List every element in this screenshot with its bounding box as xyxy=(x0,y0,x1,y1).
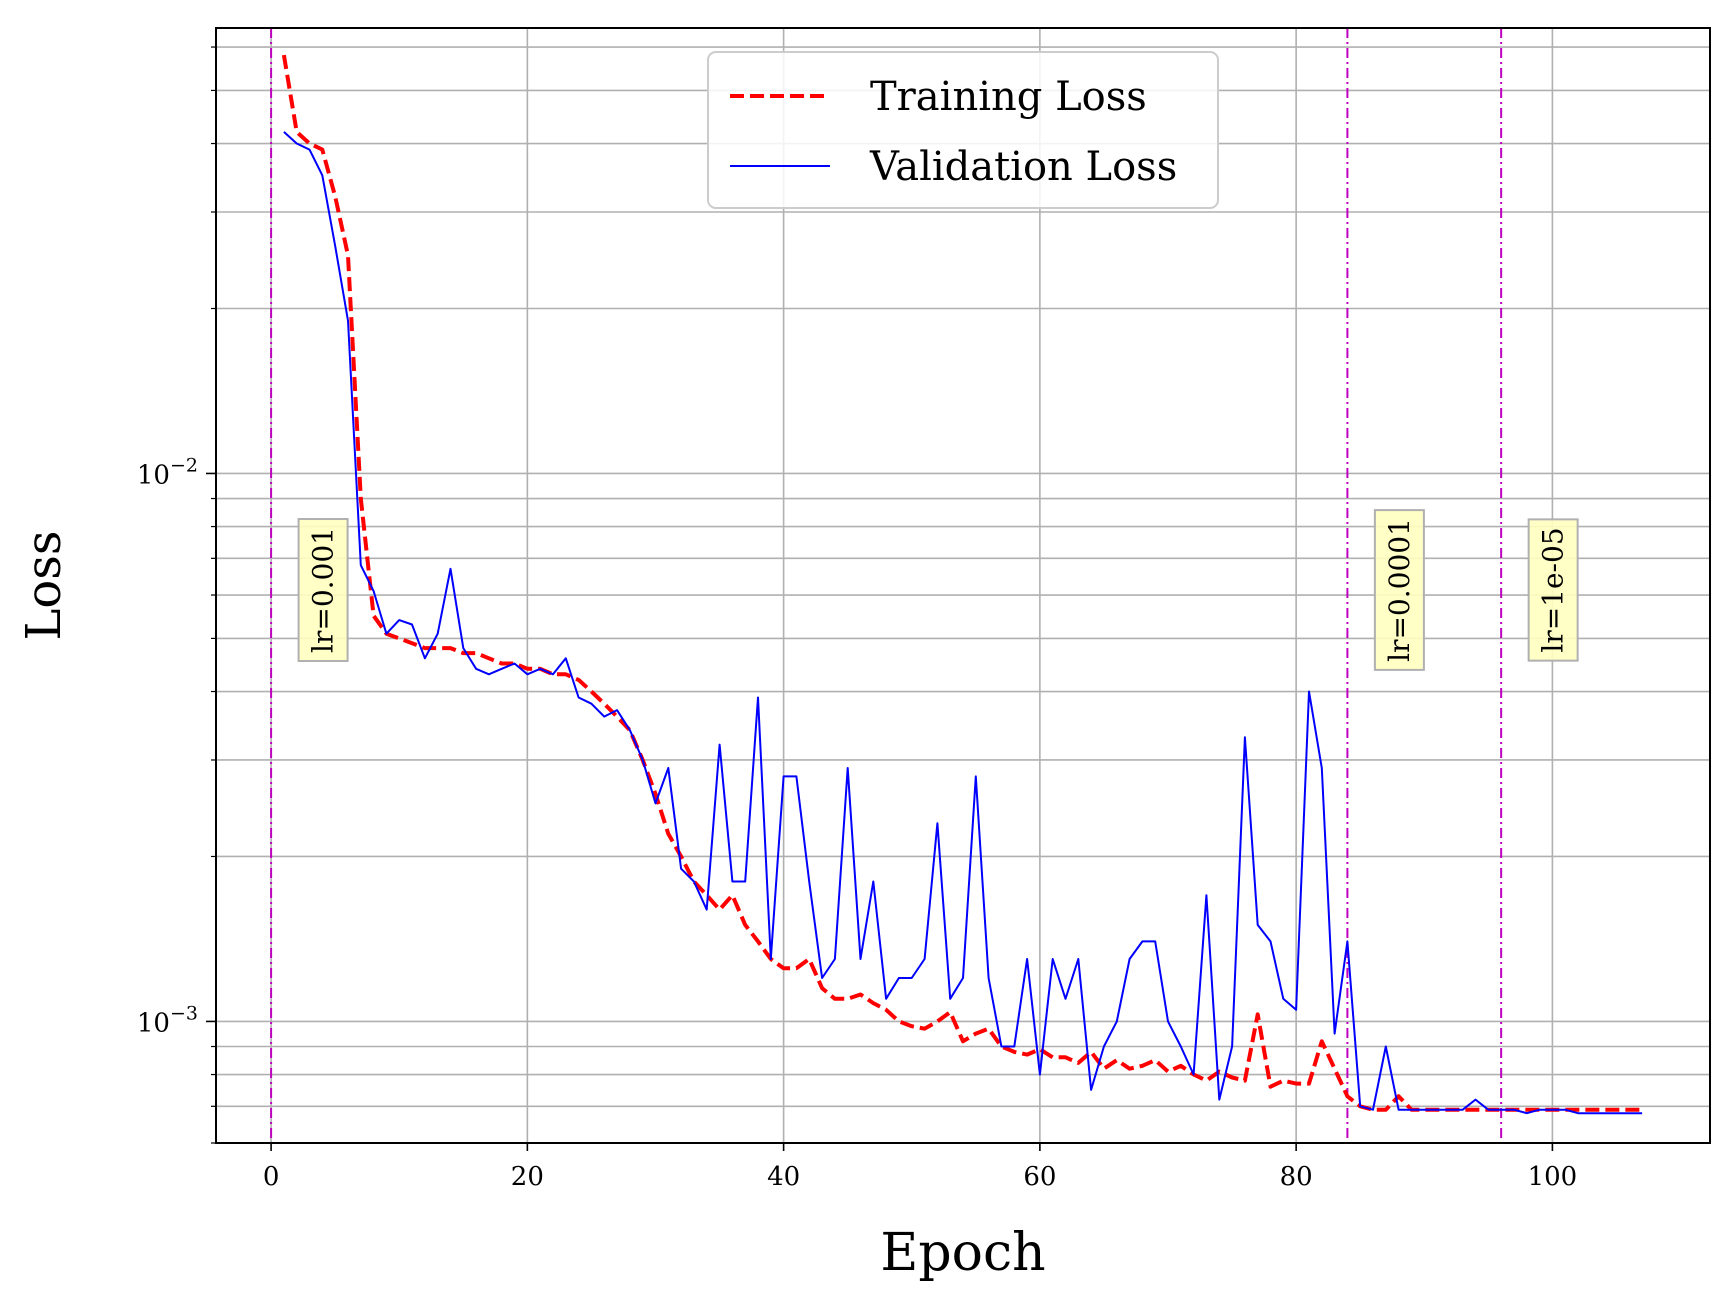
legend-label: Training Loss xyxy=(870,74,1147,120)
lr-label-box xyxy=(1373,509,1425,671)
x-tick-label: 60 xyxy=(1023,1162,1056,1192)
lr-label-box xyxy=(297,518,349,662)
y-tick-exponent: −3 xyxy=(170,1002,198,1024)
legend-box xyxy=(707,51,1219,209)
x-tick-label: 100 xyxy=(1528,1162,1578,1192)
legend-label: Validation Loss xyxy=(869,144,1177,190)
lr-label-group: lr=1e-05 xyxy=(1527,518,1579,662)
series-lines xyxy=(281,54,1643,1115)
lr-label-text: lr=0.001 xyxy=(307,527,340,653)
y-tick-label: 10−2 xyxy=(137,454,198,490)
lr-label-text: lr=0.0001 xyxy=(1383,518,1416,662)
y-tick-label: 10−3 xyxy=(137,1002,198,1038)
x-tick-label: 20 xyxy=(511,1162,544,1192)
legend: Training Loss Validation Loss xyxy=(707,51,1219,209)
y-tick-base: 10 xyxy=(137,460,170,490)
lr-label-box xyxy=(1527,518,1579,662)
x-tick-label: 0 xyxy=(263,1162,280,1192)
x-tick-label: 80 xyxy=(1280,1162,1313,1192)
x-axis-title: Epoch xyxy=(880,1223,1045,1283)
y-axis-title: Loss xyxy=(16,530,72,640)
plot-frame xyxy=(215,27,1711,1144)
lr-label-group: lr=0.001 xyxy=(297,518,349,662)
y-tick-exponent: −2 xyxy=(170,454,198,476)
x-tick-label: 40 xyxy=(767,1162,800,1192)
series-line-validation-loss xyxy=(283,131,1643,1115)
y-tick-base: 10 xyxy=(137,1008,170,1038)
lr-marker-lines xyxy=(270,28,1503,1143)
lr-label-text: lr=1e-05 xyxy=(1537,527,1570,652)
lr-marker-labels: lr=0.001 lr=0.0001 lr=1e-05 xyxy=(297,509,1579,671)
lr-label-group: lr=0.0001 xyxy=(1373,509,1425,671)
